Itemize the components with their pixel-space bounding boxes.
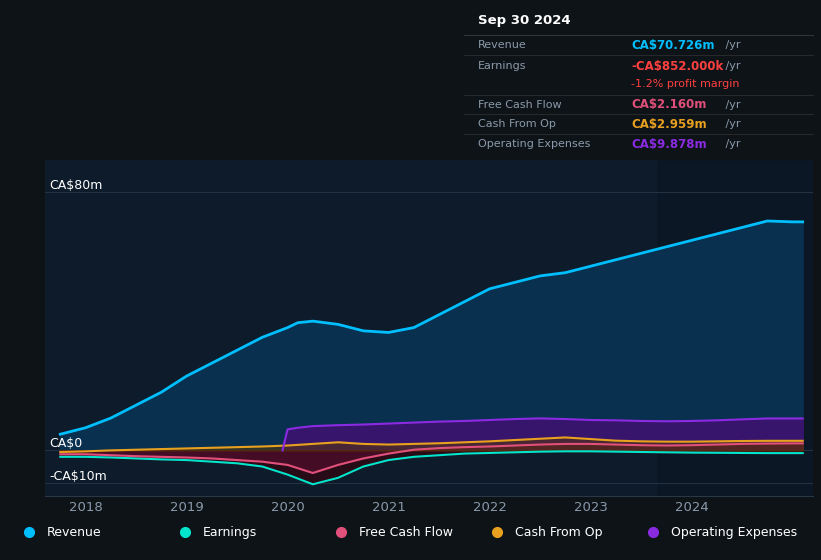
Text: Revenue: Revenue: [478, 40, 526, 50]
Text: CA$2.160m: CA$2.160m: [631, 98, 707, 111]
Text: CA$9.878m: CA$9.878m: [631, 138, 707, 151]
Text: /yr: /yr: [722, 139, 741, 149]
Text: Earnings: Earnings: [478, 61, 526, 71]
Text: Revenue: Revenue: [47, 526, 102, 539]
Text: Cash From Op: Cash From Op: [515, 526, 603, 539]
Text: Cash From Op: Cash From Op: [478, 119, 556, 129]
Text: -1.2% profit margin: -1.2% profit margin: [631, 78, 740, 88]
Text: /yr: /yr: [722, 119, 741, 129]
Text: /yr: /yr: [722, 100, 741, 110]
Text: /yr: /yr: [722, 61, 741, 71]
Text: /yr: /yr: [722, 40, 741, 50]
Text: Operating Expenses: Operating Expenses: [478, 139, 590, 149]
Text: Free Cash Flow: Free Cash Flow: [359, 526, 452, 539]
Text: CA$80m: CA$80m: [49, 179, 103, 192]
Text: Free Cash Flow: Free Cash Flow: [478, 100, 562, 110]
Text: Operating Expenses: Operating Expenses: [671, 526, 797, 539]
Text: -CA$10m: -CA$10m: [49, 470, 107, 483]
Text: Sep 30 2024: Sep 30 2024: [478, 14, 571, 27]
Text: CA$70.726m: CA$70.726m: [631, 39, 715, 52]
Text: -CA$852.000k: -CA$852.000k: [631, 60, 723, 73]
Text: CA$0: CA$0: [49, 437, 82, 450]
Text: Earnings: Earnings: [203, 526, 257, 539]
Bar: [658, 160, 813, 496]
Text: CA$2.959m: CA$2.959m: [631, 118, 707, 131]
